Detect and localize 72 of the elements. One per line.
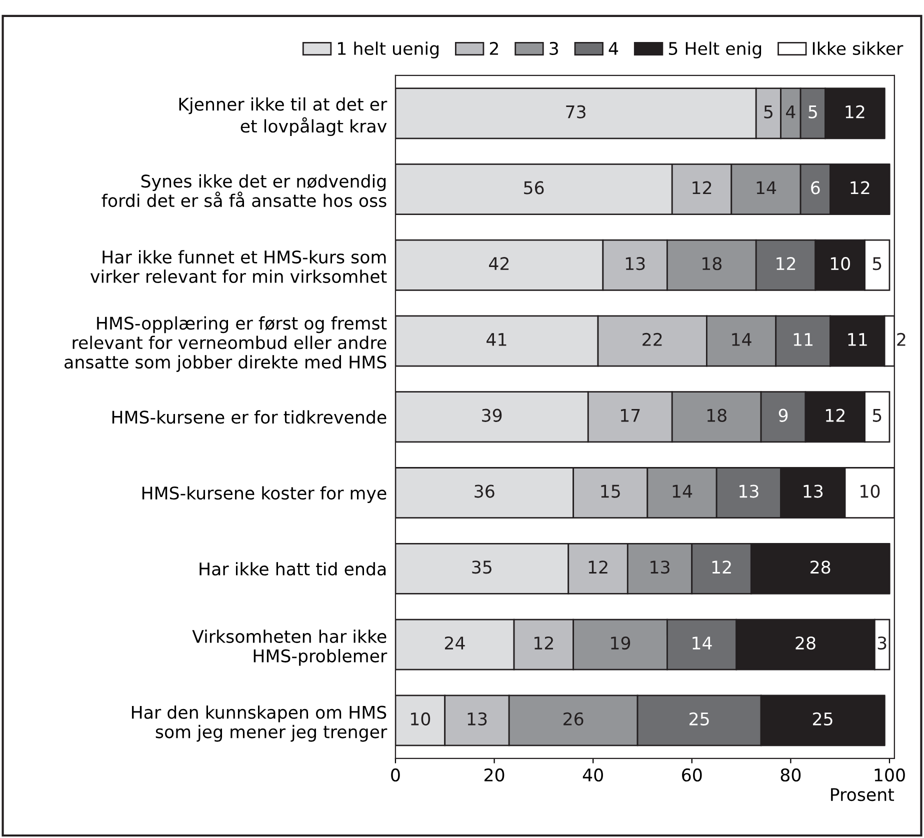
data-label: 4: [786, 105, 796, 118]
legend-label: 2: [490, 42, 498, 55]
data-label: 14: [672, 484, 692, 498]
data-label: 12: [850, 181, 870, 194]
data-label: 56: [524, 181, 544, 194]
data-label: 41: [486, 333, 506, 346]
legend-label: 4: [608, 42, 618, 55]
data-label: 13: [468, 712, 487, 726]
data-label: 11: [848, 333, 867, 346]
data-label: 22: [642, 332, 662, 346]
data-label: 25: [690, 712, 709, 726]
y-tick-label: Har ikke funnet et HMS-kurs som virker relevant for min virksomhet: [90, 250, 387, 284]
legend-label: Ikke sikker: [812, 42, 904, 56]
data-label: 10: [411, 712, 430, 726]
data-label: 39: [482, 408, 502, 422]
y-tick-label: Har ikke hatt tid enda: [200, 562, 386, 576]
data-label: 13: [740, 484, 758, 498]
data-label: 6: [811, 181, 820, 194]
data-label: 13: [804, 484, 823, 498]
data-label: 9: [778, 408, 788, 422]
data-label: 18: [702, 257, 722, 270]
data-label: 14: [692, 636, 712, 650]
x-tick-label: 40: [582, 768, 603, 782]
x-tick-label: 60: [682, 768, 702, 782]
data-label: 36: [474, 484, 494, 498]
data-label: 10: [860, 484, 880, 498]
data-label: 28: [796, 636, 816, 650]
legend-label: 3: [550, 42, 558, 56]
y-tick-label: Synes ikke det er nødvendig fordi det er så få ansatte hos oss: [102, 174, 386, 208]
data-label: 12: [692, 181, 712, 194]
data-label: 14: [756, 181, 776, 194]
data-label: 18: [707, 408, 726, 422]
y-tick-label: HMS-opplæring er først og fremst relevant for verneombud eller andre ansatte som jobber direkte med HMS: [64, 316, 387, 372]
x-tick-label: 100: [874, 768, 905, 782]
data-label: 5: [764, 105, 772, 118]
y-tick-label: Virksomheten har ikke HMS-problemer: [192, 630, 388, 666]
data-label: 11: [794, 333, 812, 346]
data-label: 5: [872, 409, 882, 422]
data-label: 15: [601, 484, 620, 498]
data-label: 26: [564, 712, 584, 726]
data-label: 10: [830, 257, 850, 270]
data-label: 5: [872, 257, 882, 270]
legend-label: 5 Helt enig: [668, 42, 762, 58]
x-tick-label: 20: [484, 768, 504, 782]
y-tick-label: HMS-kursene koster for mye: [142, 486, 386, 503]
data-label: 12: [712, 560, 731, 574]
data-label: 25: [813, 712, 832, 726]
legend-label: 1 helt uenig: [338, 42, 438, 58]
data-label: 42: [489, 257, 509, 270]
data-label: 3: [878, 636, 886, 650]
data-label: 13: [626, 257, 645, 270]
data-label: 12: [776, 257, 796, 270]
data-label: 5: [808, 105, 817, 118]
data-label: 14: [732, 333, 752, 346]
x-axis-title: Prosent: [831, 788, 894, 802]
data-label: 17: [620, 409, 640, 422]
data-label: 19: [611, 636, 630, 650]
data-label: 12: [588, 560, 608, 574]
y-tick-label: Kjenner ikke til at det er et lovpålagt krav: [179, 97, 388, 136]
data-label: 35: [472, 560, 492, 574]
data-label: 12: [534, 636, 553, 650]
data-label: 13: [650, 560, 670, 574]
data-label: 73: [566, 105, 586, 118]
data-label: 24: [444, 636, 465, 650]
data-label: 28: [810, 560, 830, 574]
data-label: 2: [897, 332, 906, 346]
y-tick-label: Har den kunnskapen om HMS som jeg mener jeg trenger: [132, 705, 388, 742]
data-label: 12: [826, 408, 844, 422]
x-tick-label: 0: [391, 768, 400, 782]
y-tick-label: HMS-kursene er for tidkrevende: [112, 410, 386, 424]
data-label: 12: [846, 105, 864, 118]
x-tick-label: 80: [780, 768, 801, 782]
